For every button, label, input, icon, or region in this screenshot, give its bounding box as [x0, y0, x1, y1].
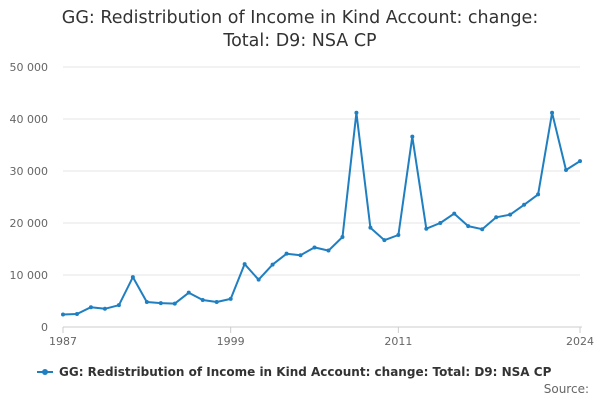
series-line	[62, 111, 581, 316]
data-point[interactable]	[340, 235, 345, 240]
data-point[interactable]	[466, 224, 471, 229]
data-point[interactable]	[284, 251, 289, 256]
x-tick-label: 1999	[217, 335, 245, 348]
data-point[interactable]	[214, 300, 219, 305]
data-point[interactable]	[130, 275, 135, 280]
data-point[interactable]	[382, 238, 387, 243]
data-point[interactable]	[61, 312, 65, 317]
data-point[interactable]	[354, 110, 359, 115]
chart-title-line-1: GG: Redistribution of Income in Kind Acc…	[61, 8, 539, 28]
x-tick-label: 2011	[384, 335, 412, 348]
data-point[interactable]	[396, 232, 401, 237]
data-point[interactable]	[270, 262, 275, 267]
data-point[interactable]	[564, 167, 569, 172]
data-point[interactable]	[256, 277, 261, 282]
chart-title: GG: Redistribution of Income in Kind Acc…	[0, 7, 600, 53]
data-point[interactable]	[102, 306, 107, 311]
data-point[interactable]	[494, 215, 499, 220]
data-point[interactable]	[550, 110, 555, 115]
data-point[interactable]	[438, 221, 443, 225]
y-tick-label: 20 000	[10, 217, 49, 230]
y-tick-label: 50 000	[10, 61, 49, 74]
data-point[interactable]	[200, 297, 205, 302]
series-group	[61, 110, 582, 317]
data-point[interactable]	[144, 300, 149, 305]
data-point[interactable]	[480, 227, 485, 232]
data-point[interactable]	[326, 248, 331, 253]
data-point[interactable]	[74, 312, 79, 316]
data-point[interactable]	[522, 202, 527, 207]
y-tick-label: 0	[41, 321, 48, 334]
data-point[interactable]	[424, 226, 429, 231]
data-point[interactable]	[242, 262, 247, 267]
data-point[interactable]	[172, 301, 177, 306]
y-tick-label: 30 000	[10, 165, 49, 178]
data-point[interactable]	[88, 305, 93, 310]
data-point[interactable]	[228, 296, 233, 301]
y-axis-tick-labels: 0 10 000 20 000 30 000 40 000 50 000	[10, 61, 49, 334]
x-tick-label: 1987	[49, 335, 77, 348]
y-tick-label: 10 000	[10, 269, 49, 282]
data-point[interactable]	[158, 301, 163, 306]
data-point[interactable]	[186, 290, 191, 295]
data-point[interactable]	[298, 253, 303, 258]
chart-title-line-2: Total: D9: NSA CP	[223, 31, 377, 51]
source-label: Source:	[543, 382, 589, 396]
data-point[interactable]	[116, 303, 121, 308]
data-point[interactable]	[578, 159, 582, 164]
x-axis-tick-labels: 1987 1999 2011 2024	[49, 335, 594, 348]
data-point[interactable]	[410, 134, 415, 139]
y-tick-label: 40 000	[10, 113, 49, 126]
data-point[interactable]	[508, 212, 513, 217]
data-point[interactable]	[536, 192, 541, 197]
grid-lines	[63, 66, 580, 276]
data-point[interactable]	[452, 211, 457, 216]
x-axis	[62, 326, 582, 333]
x-tick-label: 2024	[566, 335, 594, 348]
legend-series-marker-icon	[37, 367, 53, 377]
legend[interactable]: GG: Redistribution of Income in Kind Acc…	[37, 365, 551, 379]
data-point[interactable]	[368, 225, 373, 230]
legend-series-label: GG: Redistribution of Income in Kind Acc…	[59, 365, 552, 379]
data-point[interactable]	[312, 245, 317, 250]
